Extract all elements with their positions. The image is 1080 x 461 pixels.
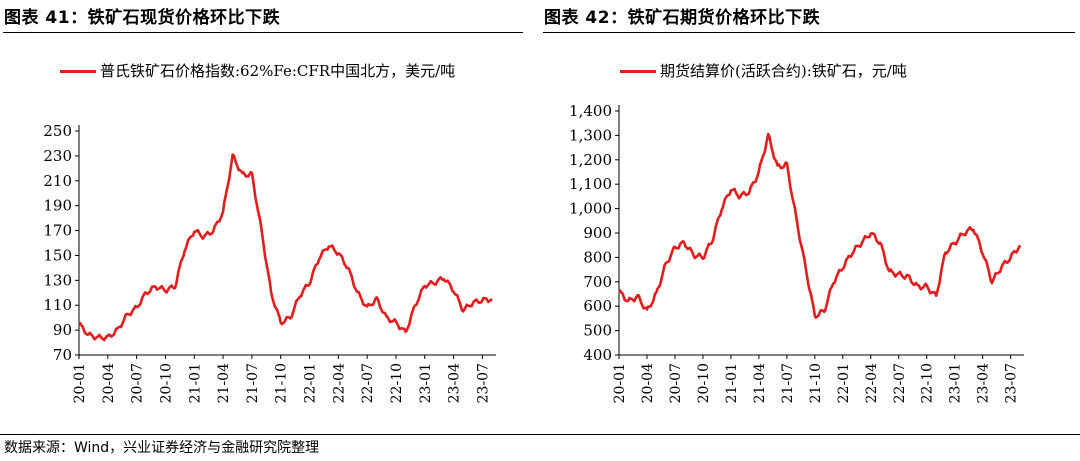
x-tick-label: 23-04 xyxy=(976,363,992,403)
y-tick-label: 600 xyxy=(583,297,612,315)
y-tick-label: 230 xyxy=(43,147,72,165)
x-tick-label: 23-04 xyxy=(447,363,463,403)
x-tick-label: 21-01 xyxy=(187,363,203,403)
y-tick-label: 400 xyxy=(583,346,612,364)
y-tick-label: 1,000 xyxy=(569,200,612,218)
y-tick-label: 1,400 xyxy=(569,102,612,120)
x-tick-label: 20-10 xyxy=(696,363,712,403)
x-tick-label: 20-10 xyxy=(158,363,174,403)
y-tick-label: 800 xyxy=(583,248,612,266)
legend-label: 普氏铁矿石价格指数:62%Fe:CFR中国北方，美元/吨 xyxy=(100,62,456,80)
x-tick-label: 22-07 xyxy=(892,363,908,403)
x-tick-label: 20-01 xyxy=(612,363,628,403)
y-tick-label: 700 xyxy=(583,273,612,291)
x-tick-label: 21-10 xyxy=(274,363,290,403)
legend: 期货结算价(活跃合约):铁矿石，元/吨 xyxy=(620,58,1070,88)
y-tick-label: 1,300 xyxy=(569,126,612,144)
y-tick-label: 900 xyxy=(583,224,612,242)
right-chart-panel: 图表 42：铁矿石期货价格环比下跌 期货结算价(活跃合约):铁矿石，元/吨 40… xyxy=(540,0,1080,432)
x-tick-label: 23-01 xyxy=(948,363,964,403)
x-tick-label: 20-04 xyxy=(640,363,656,403)
spot-price-line-chart: 70 90 110 130 150 170 190 210 230 250 20-01 20-04 20… xyxy=(43,122,496,403)
legend-swatch xyxy=(60,70,96,73)
x-tick-label: 21-07 xyxy=(780,363,796,403)
chart-title: 图表 42：铁矿石期货价格环比下跌 xyxy=(544,8,821,28)
x-tick-label: 21-10 xyxy=(808,363,824,403)
futures-price-line-chart: 400 500 600 700 800 900 1,000 1,100 1,200 1,300 1,… xyxy=(569,102,1024,403)
y-tick-label: 130 xyxy=(43,271,72,289)
y-tick-label: 210 xyxy=(43,172,72,190)
legend-swatch xyxy=(620,70,656,73)
y-tick-label: 70 xyxy=(53,346,72,364)
x-tick-label: 22-07 xyxy=(360,363,376,403)
x-tick-label: 20-07 xyxy=(668,363,684,403)
x-tick-label: 21-01 xyxy=(724,363,740,403)
y-tick-label: 110 xyxy=(43,296,72,314)
x-tick-label: 22-10 xyxy=(389,363,405,403)
title-divider xyxy=(3,32,523,33)
y-tick-label: 170 xyxy=(43,222,72,240)
y-tick-label: 90 xyxy=(53,321,72,339)
y-tick-label: 500 xyxy=(583,322,612,340)
x-tick-label: 20-01 xyxy=(72,363,88,403)
footer: 数据来源：Wind，兴业证券经济与金融研究院整理 xyxy=(0,434,1080,461)
x-tick-label: 21-04 xyxy=(216,363,232,403)
x-tick-label: 23-01 xyxy=(418,363,434,403)
x-tick-label: 23-07 xyxy=(475,363,491,403)
left-chart-panel: 图表 41：铁矿石现货价格环比下跌 普氏铁矿石价格指数:62%Fe:CFR中国北… xyxy=(0,0,540,432)
x-tick-label: 22-04 xyxy=(331,363,347,403)
source-note: 数据来源：Wind，兴业证券经济与金融研究院整理 xyxy=(4,440,320,456)
x-tick-label: 21-04 xyxy=(752,363,768,403)
y-tick-label: 1,100 xyxy=(569,175,612,193)
spot-price-series-line xyxy=(78,153,493,342)
x-tick-label: 22-04 xyxy=(864,363,880,403)
legend: 普氏铁矿石价格指数:62%Fe:CFR中国北方，美元/吨 xyxy=(60,58,530,118)
x-tick-label: 22-01 xyxy=(836,363,852,403)
y-tick-label: 1,200 xyxy=(569,151,612,169)
x-tick-label: 23-07 xyxy=(1004,363,1020,403)
y-tick-label: 150 xyxy=(43,246,72,264)
x-tick-label: 20-07 xyxy=(130,363,146,403)
legend-label: 期货结算价(活跃合约):铁矿石，元/吨 xyxy=(660,62,907,80)
y-tick-label: 250 xyxy=(43,122,72,140)
x-tick-label: 21-07 xyxy=(245,363,261,403)
y-tick-label: 190 xyxy=(43,197,72,215)
title-divider xyxy=(543,32,1075,33)
x-tick-label: 22-01 xyxy=(303,363,319,403)
chart-title: 图表 41：铁矿石现货价格环比下跌 xyxy=(4,8,281,28)
x-tick-label: 22-10 xyxy=(920,363,936,403)
x-tick-label: 20-04 xyxy=(101,363,117,403)
futures-price-series-line xyxy=(618,132,1022,319)
